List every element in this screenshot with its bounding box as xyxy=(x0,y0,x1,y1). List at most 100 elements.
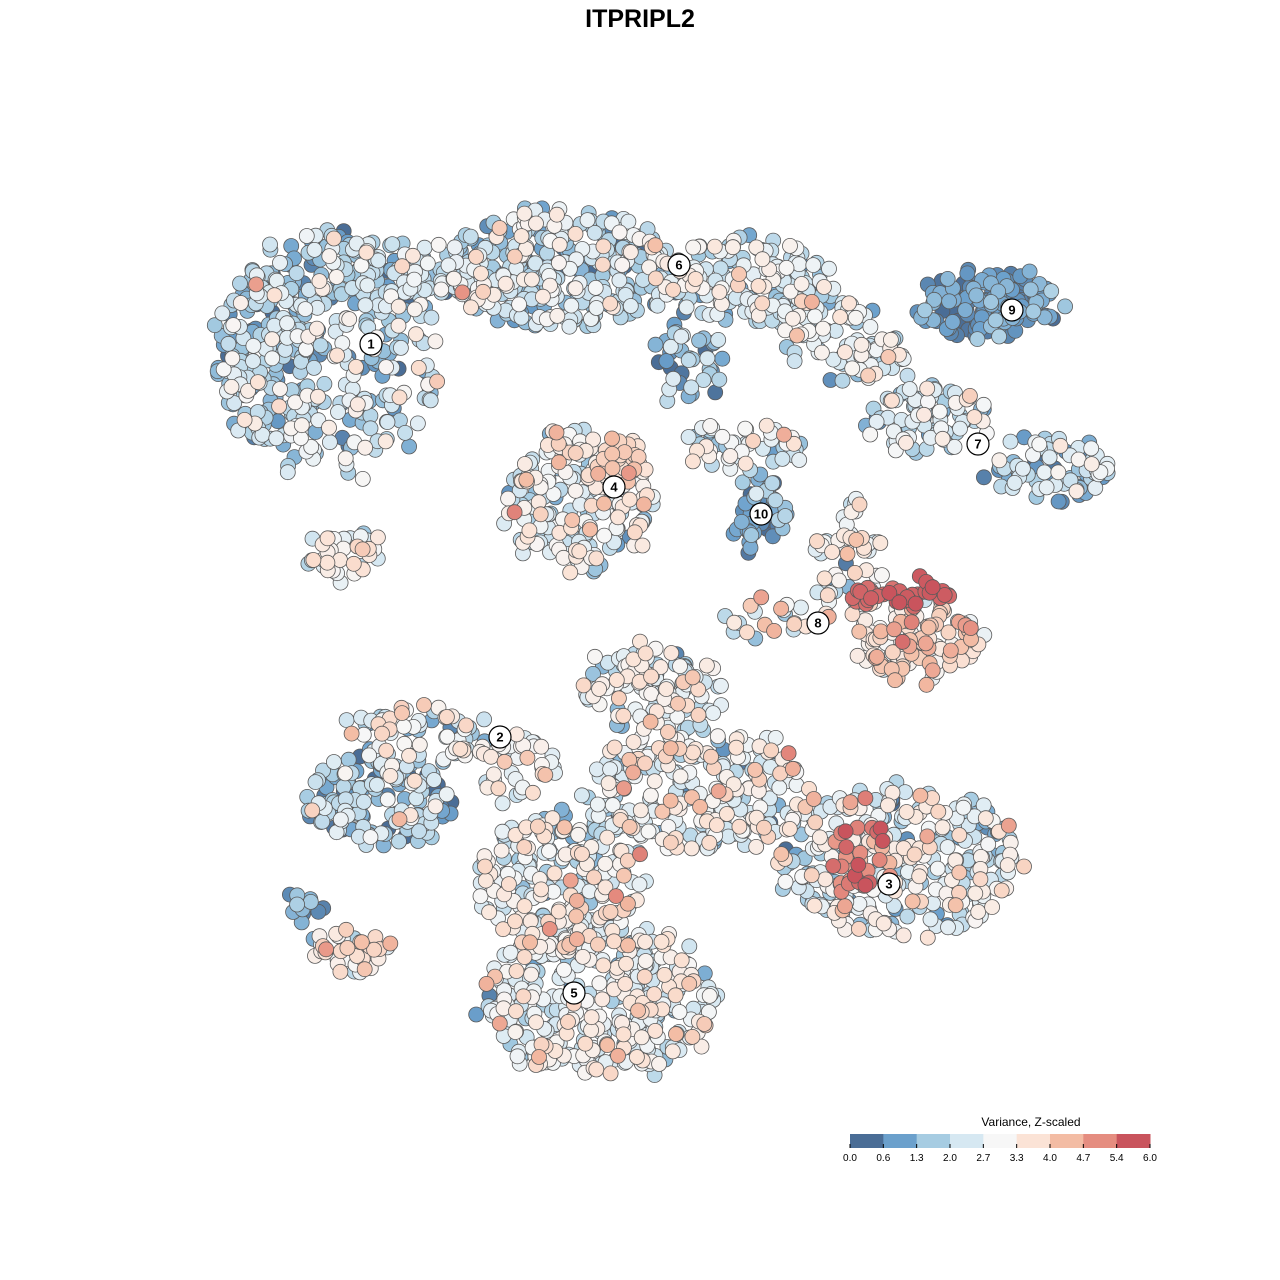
cell-point xyxy=(483,748,499,765)
cell-point xyxy=(891,594,908,611)
cell-point xyxy=(939,839,956,855)
cell-point xyxy=(817,871,834,888)
cell-point xyxy=(868,413,885,430)
cell-point xyxy=(303,439,320,455)
cell-point xyxy=(390,298,407,315)
cell-point xyxy=(305,552,322,568)
cell-point xyxy=(643,668,659,685)
cell-point xyxy=(426,772,442,788)
cell-point xyxy=(567,482,584,499)
cell-point xyxy=(379,791,396,808)
cell-point xyxy=(708,817,725,833)
legend-title: Variance, Z-scaled xyxy=(981,1115,1080,1129)
cell-point xyxy=(604,430,620,447)
cell-point xyxy=(637,953,654,969)
cell-point xyxy=(670,695,686,712)
cell-point xyxy=(637,755,653,772)
cell-point xyxy=(585,666,601,682)
cell-point xyxy=(837,898,853,915)
cell-point xyxy=(875,915,892,932)
cell-point xyxy=(1015,460,1031,477)
cell-point xyxy=(944,314,961,330)
cell-point xyxy=(288,265,305,282)
cell-point xyxy=(528,215,544,232)
cell-point xyxy=(710,331,727,348)
cell-point xyxy=(370,252,387,269)
cell-point xyxy=(955,799,972,816)
cell-point xyxy=(809,533,825,550)
cell-point xyxy=(898,804,915,820)
legend-tick-label: 1.3 xyxy=(910,1153,924,1164)
cell-point xyxy=(1000,817,1017,834)
cell-point xyxy=(951,827,968,843)
cell-point xyxy=(930,803,947,820)
cell-point xyxy=(439,728,456,745)
cell-point xyxy=(595,957,612,974)
cell-point xyxy=(773,600,789,617)
cluster-label-badge xyxy=(877,872,901,896)
cell-point xyxy=(774,450,791,467)
cell-point xyxy=(850,856,867,873)
cell-point xyxy=(586,869,602,886)
cell-point xyxy=(692,799,708,815)
cell-point xyxy=(473,265,489,282)
cell-point xyxy=(782,283,799,300)
cell-point xyxy=(458,717,475,734)
legend-color-bar xyxy=(850,1134,1151,1148)
cell-point xyxy=(654,803,671,820)
cell-point xyxy=(793,599,809,616)
cell-point xyxy=(831,572,847,589)
cell-point xyxy=(395,718,412,735)
cell-point xyxy=(975,396,992,413)
cell-point xyxy=(672,658,688,675)
cell-point xyxy=(834,372,851,389)
cell-point xyxy=(368,776,385,793)
cell-point xyxy=(872,535,889,551)
cell-point xyxy=(569,931,585,948)
legend-color-segment xyxy=(983,1134,1018,1148)
cell-point xyxy=(289,896,306,913)
cell-point xyxy=(562,564,579,581)
cell-point xyxy=(318,941,335,958)
cell-point xyxy=(597,879,614,896)
cell-point xyxy=(357,439,374,456)
cell-point xyxy=(478,976,495,992)
cell-point xyxy=(551,454,567,471)
cell-point xyxy=(633,1029,650,1046)
cell-point xyxy=(863,590,879,607)
cell-point xyxy=(516,205,533,222)
cell-point xyxy=(477,872,494,889)
cell-point xyxy=(302,894,319,910)
cell-point xyxy=(321,419,337,436)
cluster-label-badge xyxy=(806,611,830,635)
cell-point xyxy=(348,358,364,375)
cell-point xyxy=(821,260,837,277)
cell-point xyxy=(369,529,386,546)
cell-point xyxy=(438,786,455,803)
cell-point xyxy=(542,277,558,294)
cell-point xyxy=(853,336,870,353)
cell-point xyxy=(767,492,784,509)
cell-point xyxy=(248,276,265,293)
cell-point xyxy=(1002,433,1019,450)
cell-point xyxy=(472,888,489,905)
cell-point xyxy=(934,819,951,836)
cell-point xyxy=(819,587,836,604)
cell-point xyxy=(567,445,584,461)
cell-point xyxy=(340,751,357,768)
cell-point xyxy=(1031,436,1048,453)
cell-point xyxy=(777,873,794,890)
cell-point xyxy=(747,762,763,778)
cell-point xyxy=(719,806,735,822)
cell-point xyxy=(551,236,568,253)
cell-point xyxy=(918,676,935,693)
cell-point xyxy=(377,433,394,450)
cell-point xyxy=(353,934,370,951)
cell-point xyxy=(463,299,479,316)
cell-point xyxy=(264,331,281,348)
cell-point xyxy=(575,949,591,965)
cell-point xyxy=(232,275,248,292)
cell-point xyxy=(857,877,874,894)
cell-point xyxy=(401,747,418,764)
cell-point xyxy=(610,509,626,526)
